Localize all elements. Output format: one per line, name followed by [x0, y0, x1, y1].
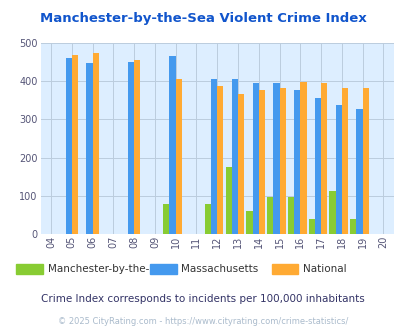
Bar: [320, 83, 326, 234]
Bar: [279, 88, 285, 234]
Bar: [335, 105, 341, 234]
Text: Manchester-by-the-Sea: Manchester-by-the-Sea: [47, 264, 168, 274]
Bar: [225, 167, 231, 234]
Bar: [134, 60, 140, 234]
Bar: [287, 197, 293, 234]
Bar: [237, 94, 244, 234]
Bar: [293, 90, 300, 234]
Bar: [128, 62, 134, 234]
Text: Massachusetts: Massachusetts: [181, 264, 258, 274]
Bar: [217, 86, 223, 234]
Bar: [169, 55, 175, 234]
Bar: [350, 219, 356, 234]
Bar: [356, 109, 362, 234]
Bar: [273, 83, 279, 234]
Bar: [266, 197, 273, 234]
Text: Manchester-by-the-Sea Violent Crime Index: Manchester-by-the-Sea Violent Crime Inde…: [40, 12, 365, 24]
Bar: [328, 191, 335, 234]
Bar: [362, 88, 368, 234]
Bar: [258, 90, 264, 234]
Bar: [300, 82, 306, 234]
Bar: [175, 79, 181, 234]
Bar: [72, 55, 78, 234]
Bar: [341, 88, 347, 234]
Bar: [211, 79, 217, 234]
Bar: [246, 211, 252, 234]
Bar: [231, 79, 237, 234]
Text: © 2025 CityRating.com - https://www.cityrating.com/crime-statistics/: © 2025 CityRating.com - https://www.city…: [58, 317, 347, 326]
Bar: [252, 83, 258, 234]
Text: Crime Index corresponds to incidents per 100,000 inhabitants: Crime Index corresponds to incidents per…: [41, 294, 364, 304]
Text: National: National: [303, 264, 346, 274]
Bar: [204, 204, 211, 234]
Bar: [163, 204, 169, 234]
Bar: [92, 53, 98, 234]
Bar: [308, 219, 314, 234]
Bar: [65, 58, 72, 234]
Bar: [314, 98, 320, 234]
Bar: [86, 63, 92, 234]
